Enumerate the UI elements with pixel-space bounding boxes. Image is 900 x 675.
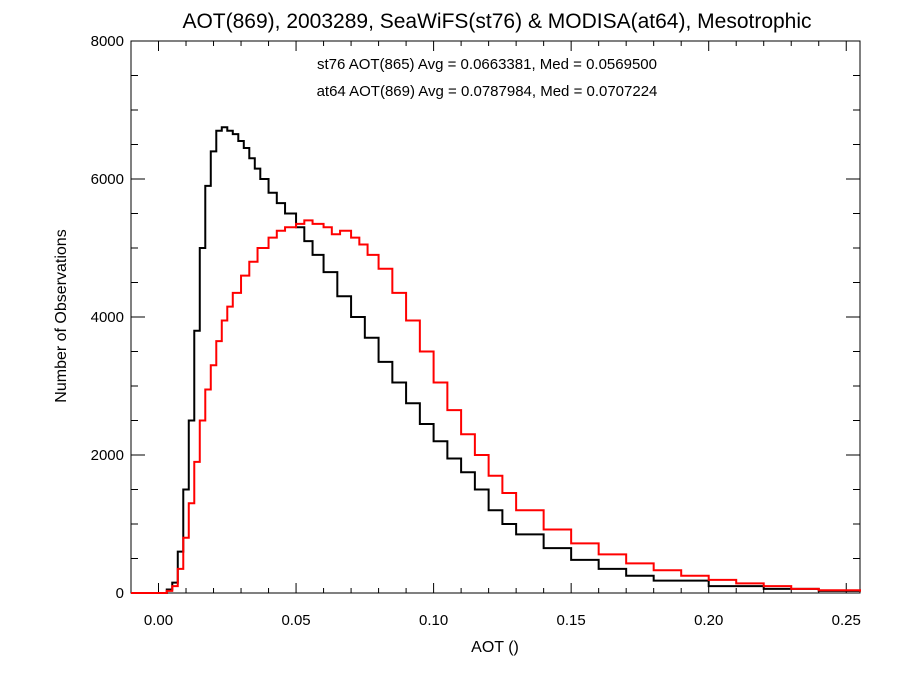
y-tick-label: 6000	[91, 171, 124, 188]
annotation-at64: at64 AOT(869) Avg = 0.0787984, Med = 0.0…	[317, 83, 658, 100]
series-line-0	[131, 126, 861, 594]
y-tick-label: 0	[116, 585, 124, 602]
x-tick-label: 0.20	[694, 612, 723, 629]
axis-ticks: 0.00 0.05 0.10 0.15 0.20 0.25 0 2000 4000 6000 800…	[91, 33, 861, 629]
series-line-1	[131, 219, 861, 594]
y-axis-label: Number of Observations	[53, 229, 70, 402]
x-tick-label: 0.05	[281, 612, 310, 629]
y-tick-label: 4000	[91, 309, 124, 326]
x-axis-label: AOT ()	[471, 639, 519, 656]
series-layer	[131, 126, 861, 594]
x-tick-label: 0.10	[419, 612, 448, 629]
annotation-st76: st76 AOT(865) Avg = 0.0663381, Med = 0.0…	[317, 56, 657, 73]
x-tick-label: 0.00	[144, 612, 173, 629]
x-tick-label: 0.25	[832, 612, 861, 629]
x-tick-label: 0.15	[557, 612, 586, 629]
chart-title: AOT(869), 2003289, SeaWiFS(st76) & MODIS…	[182, 10, 811, 33]
y-tick-label: 8000	[91, 33, 124, 50]
y-tick-label: 2000	[91, 447, 124, 464]
